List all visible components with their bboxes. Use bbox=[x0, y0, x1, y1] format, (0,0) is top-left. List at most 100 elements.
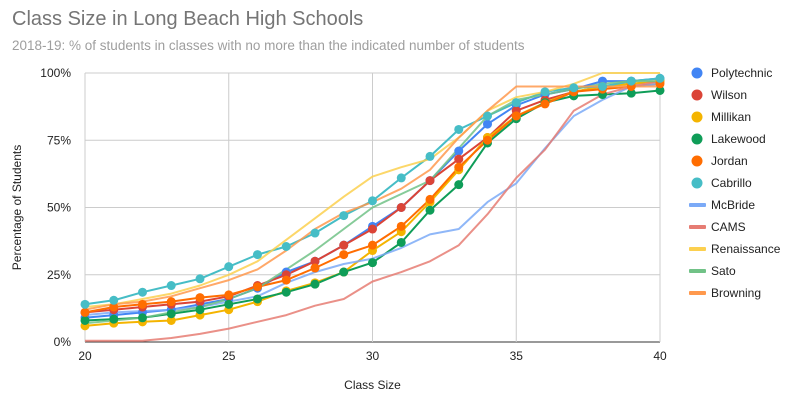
legend-label: Wilson bbox=[711, 88, 747, 102]
legend-label: Cabrillo bbox=[711, 176, 752, 190]
data-point-cabrillo bbox=[454, 124, 464, 134]
legend-label: Sato bbox=[711, 264, 736, 278]
legend-marker-line bbox=[689, 291, 706, 295]
data-point-cabrillo bbox=[166, 281, 176, 291]
data-point-cabrillo bbox=[655, 73, 665, 83]
data-point-cabrillo bbox=[109, 295, 119, 305]
data-point-lakewood bbox=[425, 205, 435, 215]
y-tick-label: 75% bbox=[47, 133, 71, 147]
data-point-cabrillo bbox=[253, 250, 262, 260]
data-point-lakewood bbox=[454, 180, 464, 190]
legend-marker-dot bbox=[691, 89, 703, 101]
data-point-wilson bbox=[425, 176, 435, 186]
legend-marker-line bbox=[689, 203, 706, 207]
data-point-jordan bbox=[109, 302, 119, 312]
data-point-jordan bbox=[511, 111, 521, 121]
legend-item-jordan[interactable]: Jordan bbox=[691, 154, 748, 168]
legend-marker-dot bbox=[691, 133, 703, 145]
data-point-cabrillo bbox=[540, 87, 550, 97]
y-tick-label: 100% bbox=[40, 66, 71, 80]
legend-item-cabrillo[interactable]: Cabrillo bbox=[691, 176, 753, 190]
legend-item-renaissance[interactable]: Renaissance bbox=[689, 242, 781, 256]
data-point-cabrillo bbox=[626, 76, 636, 86]
legend-marker-line bbox=[689, 225, 706, 229]
legend-label: McBride bbox=[711, 198, 755, 212]
data-point-cabrillo bbox=[396, 173, 406, 183]
x-tick-label: 20 bbox=[78, 349, 92, 363]
data-point-polytechnic bbox=[483, 119, 492, 129]
data-point-jordan bbox=[396, 221, 406, 231]
data-point-jordan bbox=[425, 194, 435, 204]
legend-label: Renaissance bbox=[711, 242, 781, 256]
legend: Polytechnic Wilson Millikan Lakewood Jordan C… bbox=[689, 66, 781, 300]
data-point-cabrillo bbox=[195, 274, 205, 284]
legend-label: Lakewood bbox=[711, 132, 766, 146]
data-point-lakewood bbox=[80, 315, 90, 325]
data-point-lakewood bbox=[253, 294, 262, 304]
legend-item-polytechnic[interactable]: Polytechnic bbox=[691, 66, 773, 80]
legend-marker-dot bbox=[691, 155, 703, 167]
data-point-jordan bbox=[310, 263, 320, 273]
data-point-jordan bbox=[540, 99, 550, 109]
data-point-wilson bbox=[368, 224, 377, 234]
x-tick-label: 35 bbox=[510, 349, 524, 363]
data-point-cabrillo bbox=[310, 228, 320, 238]
data-point-cabrillo bbox=[281, 242, 291, 252]
legend-label: Polytechnic bbox=[711, 66, 772, 80]
data-point-jordan bbox=[195, 293, 205, 303]
data-point-cabrillo bbox=[483, 111, 492, 121]
legend-marker-line bbox=[689, 269, 706, 273]
data-point-wilson bbox=[310, 256, 320, 266]
legend-item-sato[interactable]: Sato bbox=[689, 264, 736, 278]
y-tick-label: 25% bbox=[47, 268, 71, 282]
data-point-wilson bbox=[339, 240, 349, 250]
data-point-wilson bbox=[396, 203, 406, 212]
data-point-lakewood bbox=[281, 287, 291, 297]
data-point-lakewood bbox=[166, 309, 176, 319]
y-axis-title: Percentage of Students bbox=[10, 145, 24, 270]
legend-item-cams[interactable]: CAMS bbox=[689, 220, 746, 234]
data-point-lakewood bbox=[655, 85, 665, 95]
x-tick-label: 25 bbox=[222, 349, 236, 363]
series-line-cams bbox=[85, 80, 661, 342]
y-tick-label: 0% bbox=[54, 335, 72, 349]
chart-subtitle: 2018-19: % of students in classes with n… bbox=[12, 38, 525, 53]
x-axis-ticks: 20 25 30 35 40 bbox=[78, 349, 667, 363]
data-point-wilson bbox=[454, 154, 464, 164]
data-point-lakewood bbox=[339, 267, 349, 277]
legend-item-lakewood[interactable]: Lakewood bbox=[691, 132, 766, 146]
x-tick-label: 30 bbox=[366, 349, 380, 363]
data-point-lakewood bbox=[109, 314, 119, 324]
data-point-polytechnic bbox=[454, 146, 464, 156]
chart-title: Class Size in Long Beach High Schools bbox=[12, 8, 364, 30]
data-point-lakewood bbox=[396, 237, 406, 247]
x-tick-label: 40 bbox=[653, 349, 667, 363]
legend-label: Jordan bbox=[711, 154, 748, 168]
data-point-lakewood bbox=[138, 313, 147, 323]
y-tick-label: 50% bbox=[47, 201, 71, 215]
legend-marker-dot bbox=[691, 177, 703, 189]
data-point-jordan bbox=[339, 250, 349, 260]
legend-item-browning[interactable]: Browning bbox=[689, 286, 761, 300]
legend-item-mcbride[interactable]: McBride bbox=[689, 198, 755, 212]
data-point-jordan bbox=[166, 297, 176, 307]
legend-marker-dot bbox=[691, 67, 703, 79]
legend-marker-dot bbox=[691, 111, 703, 123]
data-point-cabrillo bbox=[598, 81, 607, 91]
data-point-lakewood bbox=[310, 279, 320, 289]
data-point-millikan bbox=[166, 315, 176, 325]
y-axis-ticks: 0% 25% 50% 75% 100% bbox=[40, 66, 71, 349]
series-points bbox=[80, 73, 665, 331]
data-point-lakewood bbox=[224, 299, 234, 309]
data-point-jordan bbox=[483, 135, 492, 145]
data-point-cabrillo bbox=[569, 83, 579, 93]
data-point-jordan bbox=[368, 240, 377, 250]
data-point-jordan bbox=[138, 299, 147, 309]
data-point-jordan bbox=[281, 275, 291, 285]
data-point-cabrillo bbox=[511, 98, 521, 108]
data-point-jordan bbox=[80, 307, 90, 317]
legend-item-wilson[interactable]: Wilson bbox=[691, 88, 748, 102]
legend-item-millikan[interactable]: Millikan bbox=[691, 110, 752, 124]
data-point-jordan bbox=[224, 290, 234, 300]
